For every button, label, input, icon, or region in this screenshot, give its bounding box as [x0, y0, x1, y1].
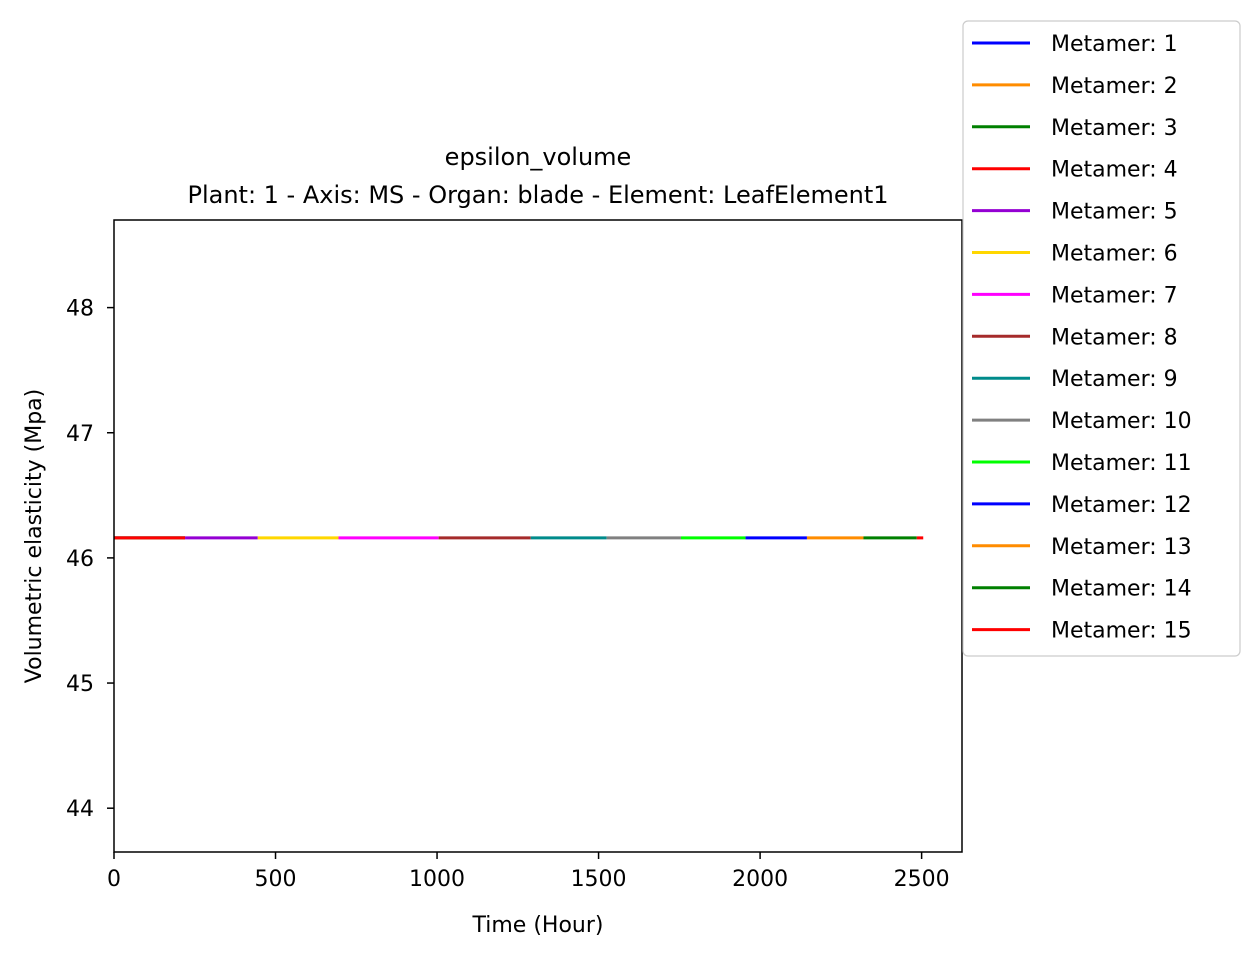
y-tick-label: 45: [66, 672, 94, 697]
legend-label-metamer-9: Metamer: 9: [1051, 367, 1178, 392]
chart-title: epsilon_volume: [445, 143, 632, 171]
legend-label-metamer-12: Metamer: 12: [1051, 493, 1192, 518]
legend-label-metamer-5: Metamer: 5: [1051, 200, 1178, 225]
legend-label-metamer-1: Metamer: 1: [1051, 32, 1178, 57]
legend-label-metamer-7: Metamer: 7: [1051, 283, 1178, 308]
chart-subtitle: Plant: 1 - Axis: MS - Organ: blade - Ele…: [187, 181, 888, 209]
legend-label-metamer-11: Metamer: 11: [1051, 451, 1192, 476]
y-tick-label: 44: [66, 797, 94, 822]
legend-label-metamer-4: Metamer: 4: [1051, 158, 1178, 183]
y-tick-label: 46: [66, 547, 94, 572]
x-tick-label: 2500: [894, 867, 950, 892]
plot-area-frame: [113, 219, 963, 853]
x-axis-label: Time (Hour): [472, 913, 604, 938]
legend-label-metamer-15: Metamer: 15: [1051, 619, 1192, 644]
legend-items: Metamer: 1 Metamer: 2 Metamer: 3 Metamer: 4…: [972, 32, 1192, 644]
legend-label-metamer-8: Metamer: 8: [1051, 325, 1178, 350]
legend-label-metamer-6: Metamer: 6: [1051, 242, 1178, 267]
x-tick-label: 1500: [571, 867, 627, 892]
legend: Metamer: 1 Metamer: 2 Metamer: 3 Metamer: 4…: [962, 20, 1241, 657]
legend-label-metamer-14: Metamer: 14: [1051, 577, 1192, 602]
x-tick-label: 2000: [732, 867, 788, 892]
legend-label-metamer-3: Metamer: 3: [1051, 116, 1178, 141]
x-tick-label: 0: [107, 867, 121, 892]
x-tick-label: 1000: [409, 867, 465, 892]
x-axis-ticks: 0 500 1000 1500 2000 2500: [107, 852, 950, 892]
legend-label-metamer-2: Metamer: 2: [1051, 74, 1178, 99]
y-tick-label: 48: [66, 297, 94, 322]
legend-label-metamer-10: Metamer: 10: [1051, 409, 1192, 434]
legend-label-metamer-13: Metamer: 13: [1051, 535, 1192, 560]
y-tick-label: 47: [66, 422, 94, 447]
legend-frame: [962, 20, 1241, 657]
x-tick-label: 500: [255, 867, 297, 892]
y-axis-label: Volumetric elasticity (Mpa): [22, 389, 47, 683]
y-axis-ticks: 44 45 46 47 48: [66, 297, 114, 822]
